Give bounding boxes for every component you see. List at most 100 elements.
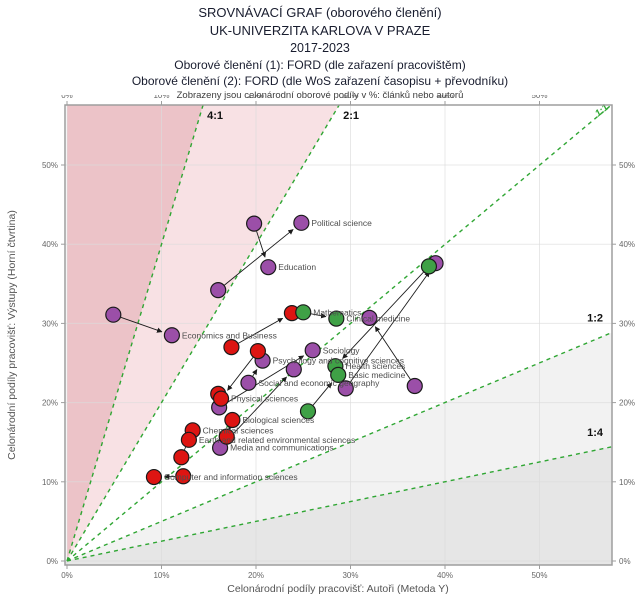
tick-label-top: 20% <box>248 95 264 100</box>
point-label-p16: Media and communications <box>230 443 333 453</box>
data-point-p6 <box>260 259 277 276</box>
ratio-line-1to4 <box>66 446 613 562</box>
axes-frame <box>61 101 616 569</box>
point-label-p32: Health sciences <box>345 361 405 371</box>
arrow-p16-p8 <box>225 376 287 443</box>
arrow-p5-p6 <box>256 231 267 258</box>
data-point-p33 <box>330 366 347 383</box>
tick-label-top: 50% <box>531 95 547 100</box>
grid-lines <box>65 105 612 565</box>
data-point-p12 <box>337 380 354 397</box>
data-point-p8 <box>285 361 302 378</box>
point-label-p4: Political science <box>311 218 372 228</box>
arrow-p34-p33 <box>312 382 332 406</box>
tick-label-right: 50% <box>619 161 635 170</box>
point-label-p10: Social and economic geography <box>258 378 380 388</box>
arrow-p10-p9 <box>252 369 258 377</box>
point-label-p9: Psychology and cognitive sciences <box>273 356 404 366</box>
y-axis-label: Celonárodní podíly pracovišť: Výstupy (H… <box>6 210 18 460</box>
tick-labels: 0%0%0% 0%10%10%10% 10%20%20%20% 20%30%30%30… <box>42 95 635 580</box>
ratio-label-4to1: 4:1 <box>207 110 223 122</box>
chart-title-block: SROVNÁVACÍ GRAF (oborového členění) UK-U… <box>0 4 640 103</box>
tick-label-right: 10% <box>619 478 635 487</box>
tick-label-bottom: 10% <box>153 571 169 580</box>
arrow-p12-p15 <box>350 271 430 383</box>
title-line-2: UK-UNIVERZITA KARLOVA V PRAZE <box>209 23 431 38</box>
data-point-p28 <box>175 468 192 485</box>
subtitle-line-2: Oborové členění (2): FORD (dle WoS zařaz… <box>131 74 509 88</box>
data-point-p4 <box>293 214 310 231</box>
point-label-p29: Mathematics <box>313 307 361 317</box>
comparison-scatter-chart: Economics and Business Political science E… <box>6 95 635 595</box>
point-label-p24: Chemical sciences <box>203 425 274 435</box>
tick-label-bottom: 40% <box>437 571 453 580</box>
data-point-p30 <box>328 310 345 327</box>
x-axis-label: Celonárodní podíly pracovišť: Autoři (Me… <box>227 583 448 595</box>
ratio-label-1to2: 1:2 <box>587 313 603 325</box>
point-label-p2: Economics and Business <box>182 330 277 340</box>
data-point-p1 <box>105 306 122 323</box>
tick-label-right: 40% <box>619 240 635 249</box>
tick-label-bottom: 0% <box>61 571 73 580</box>
plot-border <box>64 104 613 566</box>
ratio-line-1to1 <box>66 104 612 562</box>
point-label-p30: Clinical medicine <box>346 314 410 324</box>
title-line-3: 2017-2023 <box>290 41 350 55</box>
data-point-p34 <box>299 403 317 420</box>
arrow-p1-p2 <box>120 316 163 333</box>
ratio-line-1to2 <box>66 331 613 562</box>
data-point-p26 <box>173 449 190 466</box>
data-point-p17 <box>223 339 240 356</box>
data-point-p14 <box>406 377 423 395</box>
data-point-p10 <box>240 374 257 391</box>
point-label-p7: Sociology <box>323 345 361 355</box>
tick-label-top: 10% <box>153 95 169 100</box>
ratio-label-1to4: 1:4 <box>587 427 604 439</box>
point-label-p33: Basic medicine <box>348 370 405 380</box>
data-point-p19 <box>249 343 266 360</box>
data-point-p5 <box>246 215 263 232</box>
point-label-p25: Earth and related environmental sciences <box>199 435 355 445</box>
tick-label-left: 30% <box>42 319 58 328</box>
ratio-line-2to1 <box>66 104 340 562</box>
tick-label-left: 40% <box>42 240 58 249</box>
data-point-p25 <box>180 431 198 448</box>
ratio-dashed-lines <box>66 104 613 562</box>
tick-label-left: 0% <box>46 557 58 566</box>
point-label-p22: Biological sciences <box>242 415 314 425</box>
point-label-p27: Computer and information sciences <box>164 472 298 482</box>
data-point-p2 <box>163 327 180 344</box>
data-point-p22 <box>224 411 241 429</box>
subtitle-line-1: Oborové členění (1): FORD (dle zařazení … <box>174 58 466 72</box>
arrow-p31-p32 <box>342 271 424 359</box>
data-point-p31 <box>420 258 438 275</box>
tick-label-left: 50% <box>42 161 58 170</box>
tick-label-bottom: 50% <box>531 571 547 580</box>
subtitle-line-3: Zobrazeny jsou celonárodní oborové podíl… <box>176 90 464 101</box>
tick-label-top: 30% <box>342 95 358 100</box>
data-point-p23 <box>218 428 235 445</box>
tick-label-right: 0% <box>619 557 631 566</box>
tick-label-top: 0% <box>61 95 73 100</box>
point-labels: Economics and Business Political science E… <box>164 218 410 482</box>
data-point-p13 <box>361 309 378 326</box>
arrow-p17-p18 <box>238 317 284 344</box>
tick-label-left: 10% <box>42 478 58 487</box>
point-label-p6: Education <box>278 262 316 272</box>
data-point-p29 <box>295 304 312 321</box>
tick-label-left: 20% <box>42 399 58 408</box>
tick-label-right: 20% <box>619 399 635 408</box>
data-point-p27 <box>145 468 163 486</box>
title-line-1: SROVNÁVACÍ GRAF (oborového členění) <box>198 5 442 20</box>
tick-label-top: 40% <box>437 95 453 100</box>
tick-label-bottom: 20% <box>248 571 264 580</box>
arrow-p19-p21 <box>227 357 254 391</box>
region-bottom-strip <box>65 561 612 565</box>
arrow-p29-p30 <box>311 313 327 319</box>
arrow-p3-p4 <box>224 229 294 286</box>
ratio-label-2to1: 2:1 <box>343 110 359 122</box>
point-arrows <box>120 229 430 480</box>
tick-label-right: 30% <box>619 319 635 328</box>
tick-label-bottom: 30% <box>342 571 358 580</box>
